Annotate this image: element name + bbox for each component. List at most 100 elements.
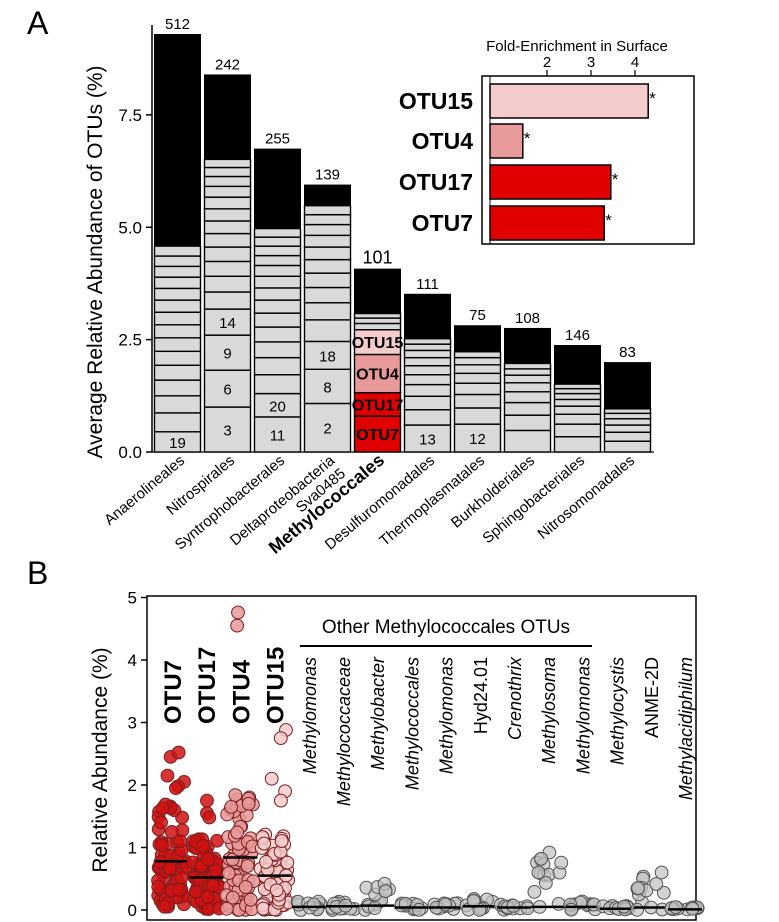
data-point [225, 890, 240, 905]
inset-x-tick-label: 2 [543, 54, 551, 71]
bar-segment [153, 364, 202, 381]
bar-segment [403, 356, 452, 367]
bar-segment [453, 372, 502, 384]
panel-b-y-tick-label: 2 [128, 776, 137, 795]
bar-segment [153, 350, 202, 366]
segment-label: 9 [223, 346, 231, 363]
bar-segment [553, 387, 602, 395]
bar-segment [453, 393, 502, 409]
group-methylocystis-13: Methylocystis [596, 657, 636, 917]
bar-count-label: 83 [619, 344, 636, 361]
data-point [554, 855, 569, 870]
panel-b-y-tick-label: 0 [128, 901, 137, 920]
group-label: Methylosoma [539, 657, 559, 764]
data-point [631, 881, 646, 896]
panel-a-y-tick-label: 0.0 [118, 443, 142, 462]
bar-nitrospirales: 3 6 9 14 242 [203, 56, 252, 453]
segment-label: OTU4 [356, 367, 399, 384]
data-point [241, 796, 256, 811]
data-point [259, 855, 273, 869]
bar-segment [503, 414, 552, 432]
bar-segment [303, 246, 352, 261]
group-methylomonas-12: Methylomonas [563, 657, 603, 917]
panel-a-label: A [27, 5, 49, 41]
bar-syntrophobacterales: 11 20 255 [253, 131, 302, 453]
group-otu4-2: OTU4 [219, 605, 261, 917]
group-methylosoma-11: Methylosoma [527, 657, 569, 914]
data-point [274, 793, 288, 808]
bar-segment [403, 343, 452, 352]
data-point [257, 836, 271, 851]
bar-segment [253, 373, 302, 395]
segment-label: 13 [419, 432, 436, 449]
data-point [188, 884, 203, 899]
bar-count-label: 75 [469, 307, 486, 324]
bar-segment [153, 245, 202, 257]
bar-segment [253, 245, 302, 257]
panel-b-y-tick-label: 1 [128, 839, 137, 858]
bar-segment [203, 185, 252, 198]
bar-segment [203, 166, 252, 178]
bar-methylococcales: OTU7 OTU17 OTU4 OTU15 101 [352, 248, 403, 453]
data-point [668, 900, 683, 915]
bar-segment [603, 440, 652, 453]
panel-b-frame [146, 595, 697, 921]
bar-segment [253, 356, 302, 376]
group-label: Methylomonas [573, 657, 593, 774]
bar-segment [453, 364, 502, 375]
data-point [172, 882, 187, 897]
data-point [230, 825, 245, 840]
data-point [201, 852, 215, 867]
segment-label: 2 [323, 421, 331, 438]
bar-segment [403, 383, 452, 397]
bar-segment [503, 374, 552, 384]
bar-nitrosomonadales: 83 [603, 344, 652, 453]
bar-segment-11 [253, 416, 302, 453]
bar-sphingobacteriales: 146 [553, 327, 602, 453]
bar-segment [303, 204, 352, 216]
bar-segment [603, 418, 652, 426]
bar-segment [203, 158, 252, 169]
data-point [219, 901, 234, 916]
bar-segment [603, 431, 652, 442]
data-point [564, 902, 579, 917]
data-point [269, 883, 284, 898]
bar-segment [253, 236, 302, 247]
panel-b-group-header: Other Methylococcales OTUs [322, 617, 570, 638]
panel-a-y-tick-label: 2.5 [118, 331, 142, 350]
bar-segment [253, 227, 302, 238]
bar-segment [403, 338, 452, 345]
group-label: ANME-2D [642, 657, 662, 738]
data-point [531, 865, 546, 880]
bar-count-label: 139 [315, 167, 340, 184]
data-point [162, 861, 177, 876]
bar-segment [303, 258, 352, 274]
inset-category-label: OTU15 [399, 88, 473, 114]
bar-segment [153, 276, 202, 290]
bar-segment [553, 383, 602, 390]
bar-segment [353, 317, 402, 325]
bar-segment [453, 356, 502, 366]
data-point [196, 839, 211, 853]
bar-segment [203, 260, 252, 277]
group-label: Hyd24.01 [471, 657, 491, 734]
data-point [200, 793, 214, 808]
bar-segment-otu7 [353, 415, 402, 453]
inset-bar-otu7 [489, 205, 605, 241]
bar-count-label: 255 [265, 131, 290, 148]
group-otu15-3: OTU15 [253, 647, 296, 917]
bar-segment [203, 291, 252, 310]
bar-segment [503, 429, 552, 453]
data-point [238, 880, 253, 894]
inset-bar-annotation: * [605, 211, 612, 230]
inset-xlabel: Fold-Enrichment in Surface [486, 38, 668, 55]
group-label: Methylomonas [437, 657, 457, 774]
bar-segment [353, 312, 402, 319]
bar-segment [203, 196, 252, 210]
bar-segment [153, 324, 202, 339]
bar-segment [503, 382, 552, 393]
bar-count-label: 111 [416, 276, 439, 293]
bar-deltaproteobacteria-sva0485: 2 8 18 139 [303, 167, 352, 453]
data-point [412, 902, 426, 917]
